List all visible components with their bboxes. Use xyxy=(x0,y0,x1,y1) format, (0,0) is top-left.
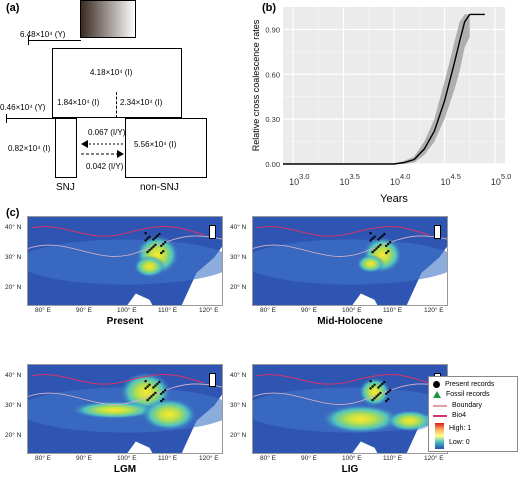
north-arrow-icon xyxy=(209,373,216,387)
bio4-line-icon xyxy=(433,414,447,417)
longitude-label: 110° E xyxy=(158,455,178,462)
longitude-label: 120° E xyxy=(424,455,444,462)
legend-fossil-records: Fossil records xyxy=(446,391,490,398)
north-arrow-icon xyxy=(434,225,441,239)
longitude-label: 90° E xyxy=(76,307,92,314)
longitude-label: 120° E xyxy=(199,307,219,314)
migration-top-label: 0.067 (I/Y) xyxy=(88,128,126,137)
coalescence-chart: 103.0103.5104.0104.5105.00.000.300.600.9… xyxy=(251,7,511,205)
x-tick-label: 10 xyxy=(491,177,501,187)
x-tick-exponent: 3.5 xyxy=(350,172,360,181)
legend-present-records: Present records xyxy=(445,381,495,388)
ancestral-gradient-box xyxy=(80,0,136,38)
snj-population-box xyxy=(55,118,77,178)
panel-label-b: (b) xyxy=(262,2,277,14)
boundary-line-icon xyxy=(433,404,447,407)
longitude-label: 80° E xyxy=(260,455,276,462)
y-tick-label: 0.00 xyxy=(265,160,280,169)
x-tick-exponent: 4.5 xyxy=(450,172,460,181)
latitude-label: 20° N xyxy=(5,284,22,291)
x-tick-exponent: 4.0 xyxy=(400,172,410,181)
latitude-label: 20° N xyxy=(230,284,247,291)
map-mid-holocene xyxy=(252,216,448,306)
present-records-icon xyxy=(433,381,440,388)
y-tick-label: 0.60 xyxy=(265,70,280,79)
time-line-split xyxy=(6,118,56,119)
longitude-label: 80° E xyxy=(35,455,51,462)
longitude-label: 90° E xyxy=(76,455,92,462)
x-tick-label: 10 xyxy=(440,177,450,187)
longitude-label: 90° E xyxy=(301,307,317,314)
left-founder-label: 1.84×10⁴ (I) xyxy=(57,98,100,107)
ancestral-time-label: 6.48×10⁴ (Y) xyxy=(20,30,66,39)
longitude-label: 120° E xyxy=(199,455,219,462)
legend-high: High: 1 xyxy=(449,425,472,432)
migration-bottom-label: 0.042 (I/Y) xyxy=(86,162,124,171)
migration-arrows xyxy=(81,140,124,158)
map-present xyxy=(27,216,223,306)
split-time-label: 0.46×10⁴ (Y) xyxy=(0,103,46,112)
time-line-top xyxy=(28,40,81,41)
latitude-label: 30° N xyxy=(5,402,22,409)
x-tick-exponent: 3.0 xyxy=(299,172,309,181)
x-tick-label: 10 xyxy=(390,177,400,187)
longitude-label: 110° E xyxy=(158,307,178,314)
longitude-label: 100° E xyxy=(342,455,362,462)
nonsnj-population-box xyxy=(125,118,207,178)
map-legend: Present records Fossil records Boundary … xyxy=(428,376,518,452)
latitude-label: 40° N xyxy=(5,224,22,231)
x-tick-exponent: 5.0 xyxy=(501,172,511,181)
north-arrow-icon xyxy=(209,225,216,239)
longitude-label: 120° E xyxy=(424,307,444,314)
suitability-colorbar xyxy=(435,423,444,449)
x-tick-label: 10 xyxy=(340,177,350,187)
x-tick-label: 10 xyxy=(289,177,299,187)
map-title: LGM xyxy=(113,464,137,475)
y-tick-label: 0.30 xyxy=(265,115,280,124)
latitude-label: 30° N xyxy=(230,402,247,409)
panel-label-a: (a) xyxy=(6,2,20,14)
latitude-label: 20° N xyxy=(5,432,22,439)
split-divider xyxy=(116,92,117,118)
longitude-label: 100° E xyxy=(117,307,137,314)
map-title: Present xyxy=(106,316,144,327)
x-axis-label: Years xyxy=(380,193,408,205)
map-lig xyxy=(252,364,448,454)
map-lgm xyxy=(27,364,223,454)
fossil-records-icon xyxy=(433,391,441,398)
legend-low: Low: 0 xyxy=(449,439,470,446)
longitude-label: 90° E xyxy=(301,455,317,462)
latitude-label: 30° N xyxy=(230,254,247,261)
y-axis-label: Relative cross coalescence rates xyxy=(251,19,261,151)
snj-size-label: 0.82×10⁴ (I) xyxy=(8,144,51,153)
longitude-label: 110° E xyxy=(383,307,403,314)
latitude-label: 40° N xyxy=(230,224,247,231)
panel-label-c: (c) xyxy=(6,207,20,219)
nonsnj-size-label: 5.56×10⁴ (I) xyxy=(134,140,177,149)
nonsnj-label: non-SNJ xyxy=(140,182,179,193)
ancestral-size-label: 4.18×10⁴ (I) xyxy=(90,68,133,77)
snj-label: SNJ xyxy=(56,182,75,193)
map-title: Mid-Holocene xyxy=(317,316,383,327)
legend-bio4: Bio4 xyxy=(452,412,467,419)
longitude-label: 80° E xyxy=(35,307,51,314)
longitude-label: 110° E xyxy=(383,455,403,462)
ancestral-population-box xyxy=(52,48,182,118)
latitude-label: 20° N xyxy=(230,432,247,439)
longitude-label: 100° E xyxy=(117,455,137,462)
legend-boundary: Boundary xyxy=(452,402,482,409)
right-founder-label: 2.34×10⁴ (I) xyxy=(120,98,163,107)
coalescence-line xyxy=(283,13,485,165)
longitude-label: 80° E xyxy=(260,307,276,314)
y-tick-label: 0.90 xyxy=(265,25,280,34)
latitude-label: 30° N xyxy=(5,254,22,261)
latitude-label: 40° N xyxy=(5,372,22,379)
longitude-label: 100° E xyxy=(342,307,362,314)
map-title: LIG xyxy=(341,464,359,475)
latitude-label: 40° N xyxy=(230,372,247,379)
